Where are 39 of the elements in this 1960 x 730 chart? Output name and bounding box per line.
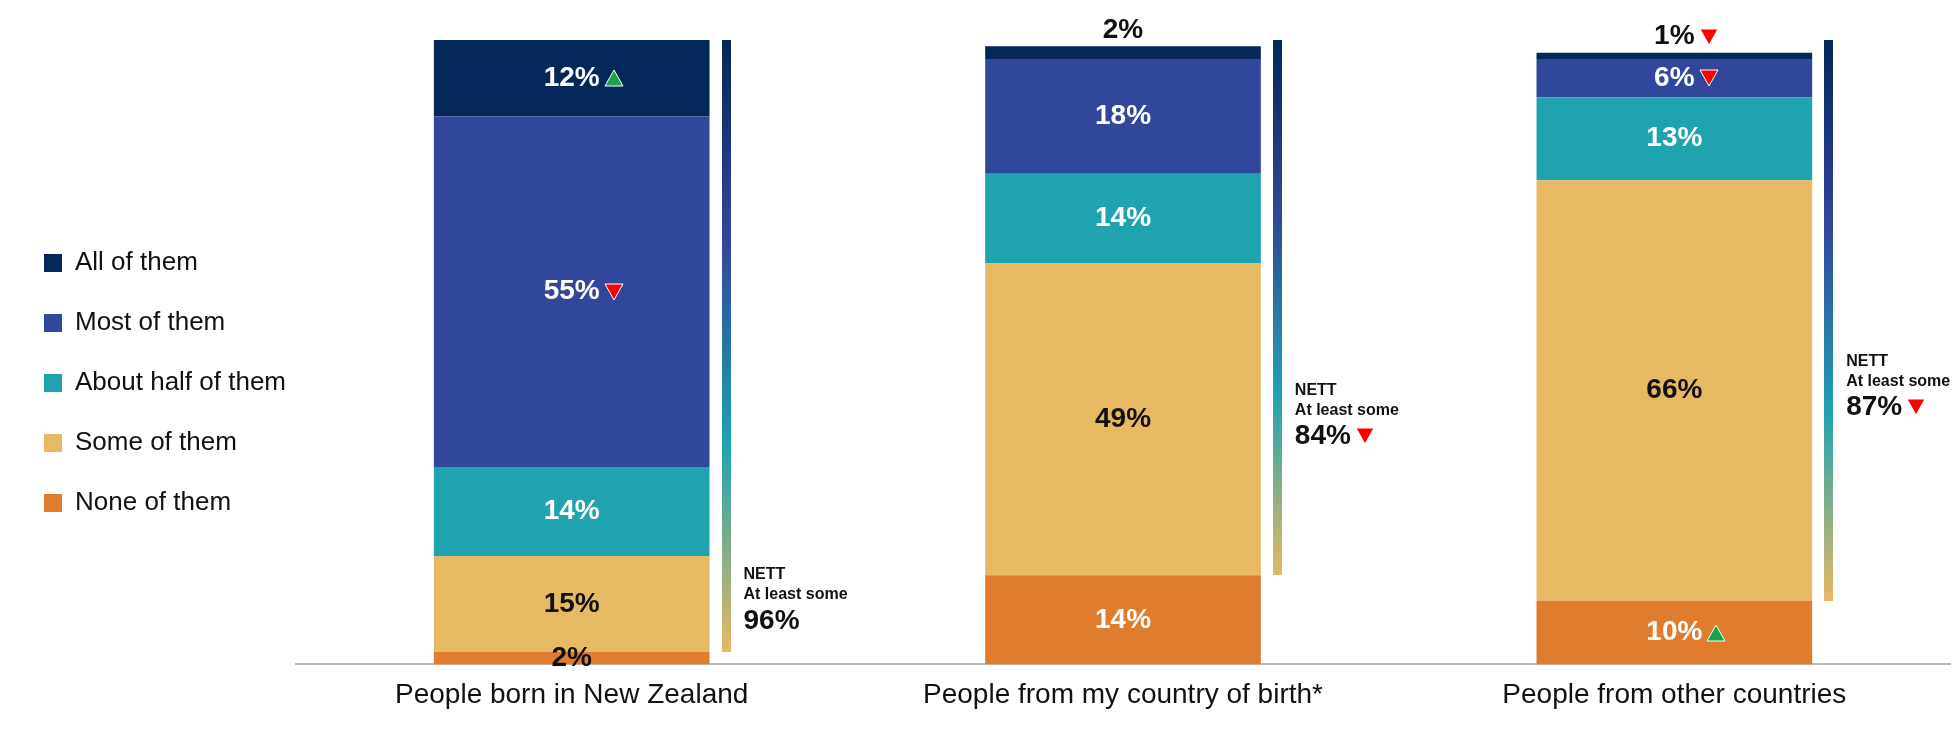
bar: [985, 46, 1261, 60]
data-label: 18%: [1094, 99, 1152, 131]
legend-label: Some of them: [75, 426, 237, 457]
bar: [1536, 180, 1813, 601]
x-tick-label: People born in New Zealand: [395, 677, 749, 709]
data-label: 55%: [543, 274, 600, 306]
bar: [1536, 600, 1813, 665]
annotation: NETT At least some 84%: [1294, 380, 1399, 450]
data-label: 1%: [1654, 19, 1695, 51]
bar: [985, 263, 1261, 576]
annotation: NETT At least some 96%: [743, 565, 848, 635]
bar: [433, 116, 710, 467]
data-label: 14%: [1094, 201, 1152, 233]
data-label: 14%: [543, 494, 600, 526]
bar: [985, 173, 1261, 263]
bar: [433, 40, 710, 117]
data-label: 10%: [1646, 615, 1703, 647]
bar: [1536, 97, 1813, 181]
data-label: 2%: [1102, 13, 1144, 45]
data-label: 12%: [543, 60, 600, 92]
data-label: 13%: [1646, 121, 1703, 153]
data-label: 15%: [543, 586, 600, 618]
annotation: NETT At least some 87%: [1846, 351, 1951, 422]
data-label: 49%: [1094, 401, 1152, 433]
bar: [1536, 52, 1813, 60]
data-label: 6%: [1654, 60, 1695, 92]
bar: [985, 59, 1261, 174]
bar: [1536, 59, 1813, 98]
legend-label: About half of them: [75, 366, 287, 397]
legend-label: None of them: [75, 486, 232, 517]
data-label: 66%: [1646, 373, 1703, 405]
data-label: 14%: [1094, 602, 1152, 634]
bar: [433, 466, 710, 557]
data-label: 2%: [551, 640, 593, 672]
x-tick-label: People from my country of birth*: [923, 677, 1324, 709]
legend-label: Most of them: [75, 306, 226, 337]
bar: [985, 575, 1261, 665]
legend-label: All of them: [75, 246, 198, 277]
x-tick-label: People from other countries: [1502, 677, 1847, 709]
